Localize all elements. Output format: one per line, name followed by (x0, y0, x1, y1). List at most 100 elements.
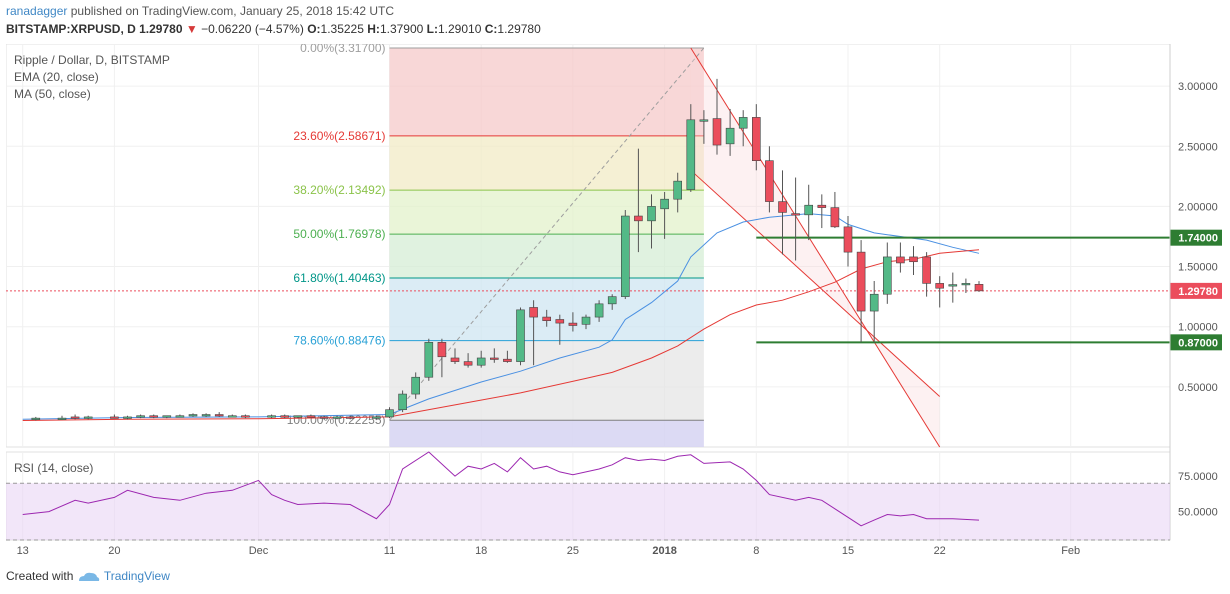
current-price-tag (1170, 282, 1222, 299)
candle-body (463, 361, 473, 366)
descending-channel (690, 47, 941, 448)
candle-body (856, 251, 866, 312)
candle-body (411, 376, 421, 395)
candle-body (961, 283, 971, 286)
fib-level-label: 78.60%(0.88476) (293, 334, 385, 348)
y-tick-label: 2.00000 (1178, 201, 1218, 213)
price-change: −0.06220 (−4.57%) (201, 22, 304, 36)
candle-body (948, 284, 958, 287)
candle-body (882, 256, 892, 295)
created-with-text: Created with (6, 569, 74, 583)
candle-body (398, 393, 407, 411)
candle-body (555, 319, 565, 324)
candle-body (57, 417, 67, 420)
fib-zone (389, 135, 704, 191)
candle-body (503, 358, 512, 362)
published-text: published on TradingView.com, January 25… (70, 4, 395, 18)
rsi-legend: RSI (14, close) (14, 461, 93, 475)
candle-body (214, 414, 224, 417)
candle-body (673, 180, 683, 200)
candle-body (751, 117, 761, 161)
candle-body (372, 416, 381, 419)
y-tick-label: 1.50000 (1178, 262, 1218, 274)
footer: Created with TradingView (6, 569, 170, 583)
last-price: 1.29780 (139, 22, 183, 36)
candle-body (489, 357, 499, 360)
candle-body (712, 118, 722, 146)
candle-body (765, 160, 774, 202)
candle-body (424, 342, 434, 378)
level-tag-label: 0.87000 (1178, 337, 1218, 349)
fib-zone (389, 278, 704, 341)
rsi-line (22, 451, 980, 527)
level-tag (1170, 229, 1222, 246)
candle-body (725, 127, 735, 145)
fib-zone (389, 47, 704, 136)
x-tick-label: Feb (1061, 545, 1080, 557)
candle-body (306, 415, 316, 418)
x-tick-label: 11 (384, 545, 395, 557)
candle-body (437, 342, 447, 358)
y-tick-label: 1.00000 (1178, 322, 1218, 334)
channel-upper-line (690, 47, 941, 448)
price-axis: 3.00000 2.50000 2.00000 1.50000 1.00000 0.500… (1169, 44, 1218, 540)
price-chart[interactable]: 0.00%(3.31700) 23.60%(2.58671) 38.20%(2.13… (6, 44, 1224, 564)
x-tick-label: 15 (842, 545, 854, 557)
candle-body (634, 215, 643, 222)
candle-body (542, 316, 552, 321)
candle-body (188, 414, 198, 417)
x-tick-label: 2018 (652, 545, 676, 557)
candle-body (922, 256, 931, 284)
fib-level-label: 50.00%(1.76978) (293, 227, 385, 241)
publisher-name[interactable]: ranadagger (6, 4, 68, 18)
candle-body (699, 119, 709, 122)
candle-body (516, 309, 525, 362)
y-tick-label: 0.50000 (1178, 382, 1218, 394)
legend-ma: MA (50, close) (14, 87, 91, 101)
fib-level-label: 0.00%(3.31700) (300, 44, 385, 55)
candle-body (660, 198, 669, 210)
symbol-label: BITSTAMP:XRPUSD, D (6, 22, 136, 36)
candle-body (31, 417, 41, 420)
candle-body (843, 226, 853, 253)
channel-lower-line (690, 169, 941, 397)
candle-body (647, 206, 656, 222)
open-value: 1.35225 (320, 22, 364, 36)
candle-body (332, 416, 342, 419)
legend-ema: EMA (20, close) (14, 70, 99, 84)
candle-body (110, 416, 119, 419)
x-tick-label: 8 (753, 545, 759, 557)
fib-zone (389, 420, 704, 447)
y-tick-label: 2.50000 (1178, 141, 1218, 153)
high-label: H: (367, 22, 380, 36)
high-value: 1.37900 (379, 22, 424, 36)
tradingview-brand[interactable]: TradingView (103, 569, 170, 583)
current-price-label: 1.29780 (1178, 286, 1218, 298)
candle-body (228, 415, 237, 418)
candle-body (620, 215, 630, 297)
fib-zone (389, 234, 704, 279)
candle-body (791, 213, 800, 216)
candle-body (594, 303, 604, 318)
down-arrow-icon: ▼ (185, 22, 198, 36)
candle-body (385, 409, 394, 418)
candle-body (280, 415, 290, 418)
x-tick-label: 25 (567, 545, 579, 557)
x-tick-label: 20 (108, 545, 120, 557)
low-value: 1.29010 (438, 22, 482, 36)
rsi-band (6, 483, 1170, 540)
fib-level-label: 38.20%(2.13492) (293, 183, 385, 197)
candle-body (738, 117, 748, 129)
candle-body (201, 414, 211, 417)
candle-body (869, 293, 879, 312)
candle-body (123, 416, 132, 419)
level-tag-label: 1.74000 (1178, 233, 1218, 245)
x-tick-label: 13 (17, 545, 29, 557)
candle-body (267, 415, 276, 418)
x-tick-label: 18 (475, 545, 487, 557)
candle-body (568, 322, 578, 326)
x-tick-label: Dec (249, 545, 269, 557)
x-tick-label: 22 (934, 545, 946, 557)
candle-body (162, 415, 172, 418)
candle-body (607, 296, 617, 305)
